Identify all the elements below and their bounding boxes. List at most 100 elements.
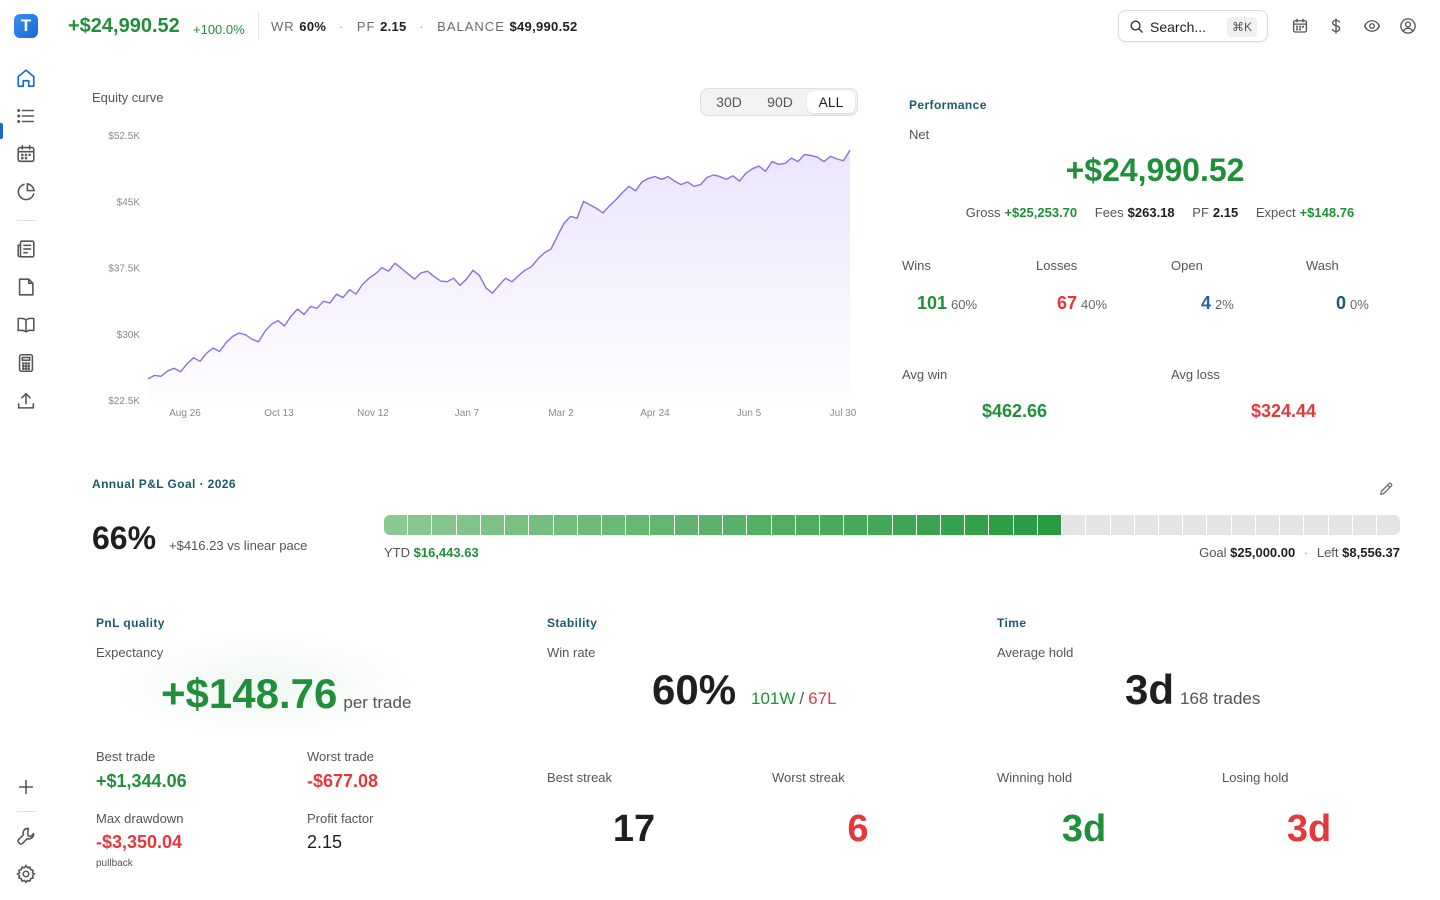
- calculator-icon: [18, 353, 34, 373]
- goal-segment-filled: [505, 515, 529, 535]
- nav-home[interactable]: [15, 67, 37, 89]
- x-tick-label: Jan 7: [455, 408, 480, 419]
- add-button[interactable]: [15, 776, 37, 798]
- app-logo[interactable]: T: [14, 14, 38, 38]
- goal-segment-filled: [480, 515, 505, 535]
- wins-label: Wins: [902, 258, 931, 273]
- average-hold-label: Average hold: [997, 645, 1074, 660]
- goal-segment-filled: [626, 515, 650, 535]
- goal-segment-filled: [844, 515, 868, 535]
- goal-segment-filled: [989, 515, 1013, 535]
- goal-segment-empty: [1207, 515, 1231, 535]
- goal-segment-empty: [1110, 515, 1134, 535]
- max-drawdown-value: -$3,350.04: [96, 832, 183, 852]
- goal-segment-empty: [1352, 515, 1376, 535]
- y-tick-label: $22.5K: [108, 396, 140, 407]
- goal-ytd: YTD $16,443.63: [384, 545, 479, 560]
- eye-icon[interactable]: [1363, 17, 1381, 35]
- pnl-quality-title: PnL quality: [96, 616, 165, 630]
- top-bar: T +$24,990.52 +100.0% WR 60% · PF 2.15 ·…: [0, 0, 1440, 54]
- worst-streak-label: Worst streak: [772, 770, 845, 785]
- range-30d-button[interactable]: 30D: [716, 94, 742, 110]
- goal-segment-filled: [674, 515, 698, 535]
- calendar-icon: [17, 144, 35, 163]
- best-trade-label: Best trade: [96, 749, 156, 764]
- x-tick-label: Mar 2: [548, 408, 574, 419]
- open-pct: 2%: [1215, 297, 1234, 312]
- stability-title: Stability: [547, 616, 598, 630]
- wr-label: WR: [271, 19, 295, 34]
- search-button[interactable]: Search... ⌘K: [1118, 10, 1268, 42]
- wash-pct: 0%: [1350, 297, 1369, 312]
- user-circle-icon[interactable]: [1399, 17, 1417, 35]
- nav-tools[interactable]: [15, 825, 37, 847]
- nav-notes[interactable]: [15, 276, 37, 298]
- search-shortcut: ⌘K: [1226, 17, 1257, 37]
- goal-value: $25,000.00: [1230, 545, 1296, 560]
- avg-loss-label: Avg loss: [1171, 367, 1220, 382]
- x-tick-label: Apr 24: [640, 408, 670, 419]
- profit-factor-label: Profit factor: [307, 811, 374, 826]
- goal-segment-filled: [1037, 515, 1062, 535]
- nav-calendar[interactable]: [15, 143, 37, 165]
- range-90d-button[interactable]: 90D: [767, 94, 793, 110]
- pencil-icon[interactable]: [1378, 481, 1394, 497]
- balance-label: BALANCE: [437, 19, 505, 34]
- expectancy-value: +$148.76 per trade: [161, 670, 412, 717]
- nav-reports[interactable]: [15, 181, 37, 203]
- open-label: Open: [1171, 258, 1203, 273]
- x-tick-label: Jun 5: [737, 408, 762, 419]
- nav-news[interactable]: [15, 238, 37, 260]
- goal-segment-filled: [529, 515, 553, 535]
- pf-label: PF: [1192, 205, 1209, 220]
- nav-settings[interactable]: [15, 863, 37, 885]
- win-loss-count: 101W/67L: [751, 689, 837, 708]
- y-tick-label: $30K: [117, 330, 141, 341]
- losses-count: 67 40%: [1057, 293, 1108, 313]
- goal-segment-empty: [1159, 515, 1183, 535]
- left-label: Left: [1316, 545, 1339, 560]
- goal-segment-empty: [1062, 515, 1086, 535]
- nav-playbook[interactable]: [15, 314, 37, 336]
- wr-value: 60%: [299, 19, 327, 34]
- gross-value: +$25,253.70: [1004, 205, 1078, 220]
- nav-import[interactable]: [15, 390, 37, 412]
- goal-title: Annual P&L Goal · 2026: [92, 477, 236, 491]
- goal-label: Goal: [1199, 545, 1227, 560]
- y-tick-label: $45K: [117, 197, 141, 208]
- x-tick-label: Jul 30: [830, 408, 857, 419]
- nav-calculator[interactable]: [15, 352, 37, 374]
- best-streak-label: Best streak: [547, 770, 613, 785]
- range-selector: 30D 90D ALL: [700, 88, 858, 116]
- avg-win-value: $462.66: [982, 401, 1048, 421]
- pf-value: 2.15: [380, 19, 407, 34]
- goal-progress-bar: [384, 515, 1400, 535]
- home-icon: [17, 69, 35, 88]
- ytd-value: $16,443.63: [413, 545, 479, 560]
- calendar-icon[interactable]: [1291, 17, 1309, 35]
- wash-label: Wash: [1306, 258, 1339, 273]
- equity-area: [148, 150, 850, 401]
- goal-segment-filled: [384, 515, 408, 535]
- trade-count: 168 trades: [1180, 689, 1261, 708]
- goal-segment-filled: [577, 515, 601, 535]
- goal-segment-filled: [432, 515, 456, 535]
- equity-line[interactable]: [147, 149, 851, 380]
- goal-segment-empty: [1086, 515, 1110, 535]
- active-indicator: [0, 123, 3, 139]
- goal-segment-empty: [1328, 515, 1352, 535]
- losing-hold-value: 3d: [1286, 808, 1332, 850]
- search-label: Search...: [1150, 19, 1207, 35]
- goal-segment-filled: [868, 515, 892, 535]
- expectancy-label: Expectancy: [96, 645, 163, 660]
- win-rate-label: Win rate: [547, 645, 596, 660]
- range-all-button[interactable]: ALL: [807, 91, 855, 113]
- dollar-icon[interactable]: [1327, 17, 1345, 35]
- goal-segment-empty: [1280, 515, 1304, 535]
- goal-segment-filled: [408, 515, 432, 535]
- goal-segment-empty: [1376, 515, 1400, 535]
- header-stats: WR 60% · PF 2.15 · BALANCE $49,990.52: [271, 19, 578, 34]
- nav-trades[interactable]: [15, 105, 37, 127]
- ytd-label: YTD: [384, 545, 410, 560]
- performance-title: Performance: [909, 98, 987, 112]
